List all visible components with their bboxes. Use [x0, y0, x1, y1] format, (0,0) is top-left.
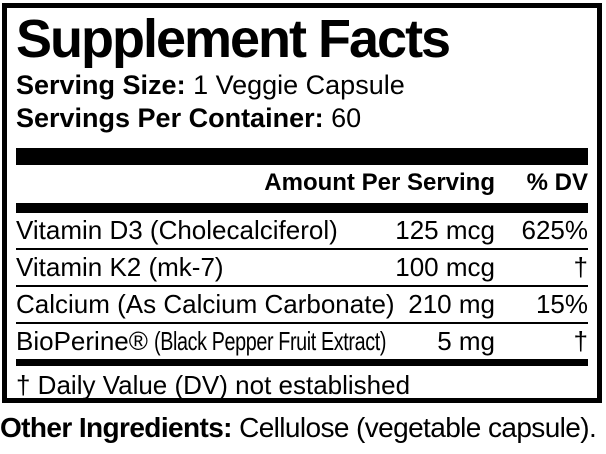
- table-header: Amount Per Serving % DV: [16, 165, 588, 203]
- serving-size-value: 1 Veggie Capsule: [185, 70, 405, 100]
- row-divider: [16, 285, 588, 287]
- separator-bar-header: [16, 203, 588, 213]
- servings-per-container-line: Servings Per Container: 60: [16, 102, 588, 135]
- daily-value-footnote: † Daily Value (DV) not established: [16, 370, 411, 400]
- ingredient-dv: †: [573, 252, 588, 282]
- ingredient-name: Vitamin D3 (Cholecalciferol): [16, 215, 338, 245]
- other-ingredients-label: Other Ingredients:: [0, 412, 232, 443]
- ingredient-name: Vitamin K2 (mk-7): [16, 252, 224, 282]
- table-row-vitamin-k2: Vitamin K2 (mk-7) 100 mcg †: [16, 250, 588, 285]
- servings-per-container-value: 60: [323, 103, 362, 133]
- column-header-dv: % DV: [526, 169, 588, 196]
- other-ingredients-value: Cellulose (vegetable capsule).: [231, 412, 597, 443]
- separator-bar-top: [16, 148, 588, 165]
- facts-panel: Supplement Facts Serving Size: 1 Veggie …: [2, 3, 602, 403]
- ingredient-amount: 210 mg: [408, 289, 495, 319]
- ingredient-amount: 100 mcg: [395, 252, 495, 282]
- ingredient-dv: †: [573, 326, 588, 356]
- other-ingredients-line: Other Ingredients: Cellulose (vegetable …: [0, 410, 606, 446]
- ingredient-amount: 5 mg: [437, 326, 495, 356]
- ingredient-amount: 125 mcg: [395, 215, 495, 245]
- table-row-vitamin-d3: Vitamin D3 (Cholecalciferol) 125 mcg 625…: [16, 213, 588, 248]
- panel-title: Supplement Facts: [16, 9, 451, 69]
- table-row-calcium: Calcium (As Calcium Carbonate) 210 mg 15…: [16, 287, 588, 322]
- row-divider: [16, 322, 588, 324]
- serving-size-line: Serving Size: 1 Veggie Capsule: [16, 69, 588, 102]
- serving-size-label: Serving Size:: [16, 70, 186, 100]
- table-row-bioperine: BioPerine® (Black Pepper Fruit Extract) 5…: [16, 324, 588, 359]
- ingredient-dv: 625%: [521, 215, 589, 245]
- ingredient-name: Calcium (As Calcium Carbonate): [16, 289, 395, 319]
- ingredient-name: BioPerine® (Black Pepper Fruit Extract): [16, 326, 386, 356]
- ingredient-dv: 15%: [535, 289, 588, 319]
- column-header-amount: Amount Per Serving: [264, 169, 495, 196]
- separator-bar-bottom: [16, 359, 588, 366]
- servings-per-container-label: Servings Per Container:: [16, 103, 324, 133]
- row-divider: [16, 248, 588, 250]
